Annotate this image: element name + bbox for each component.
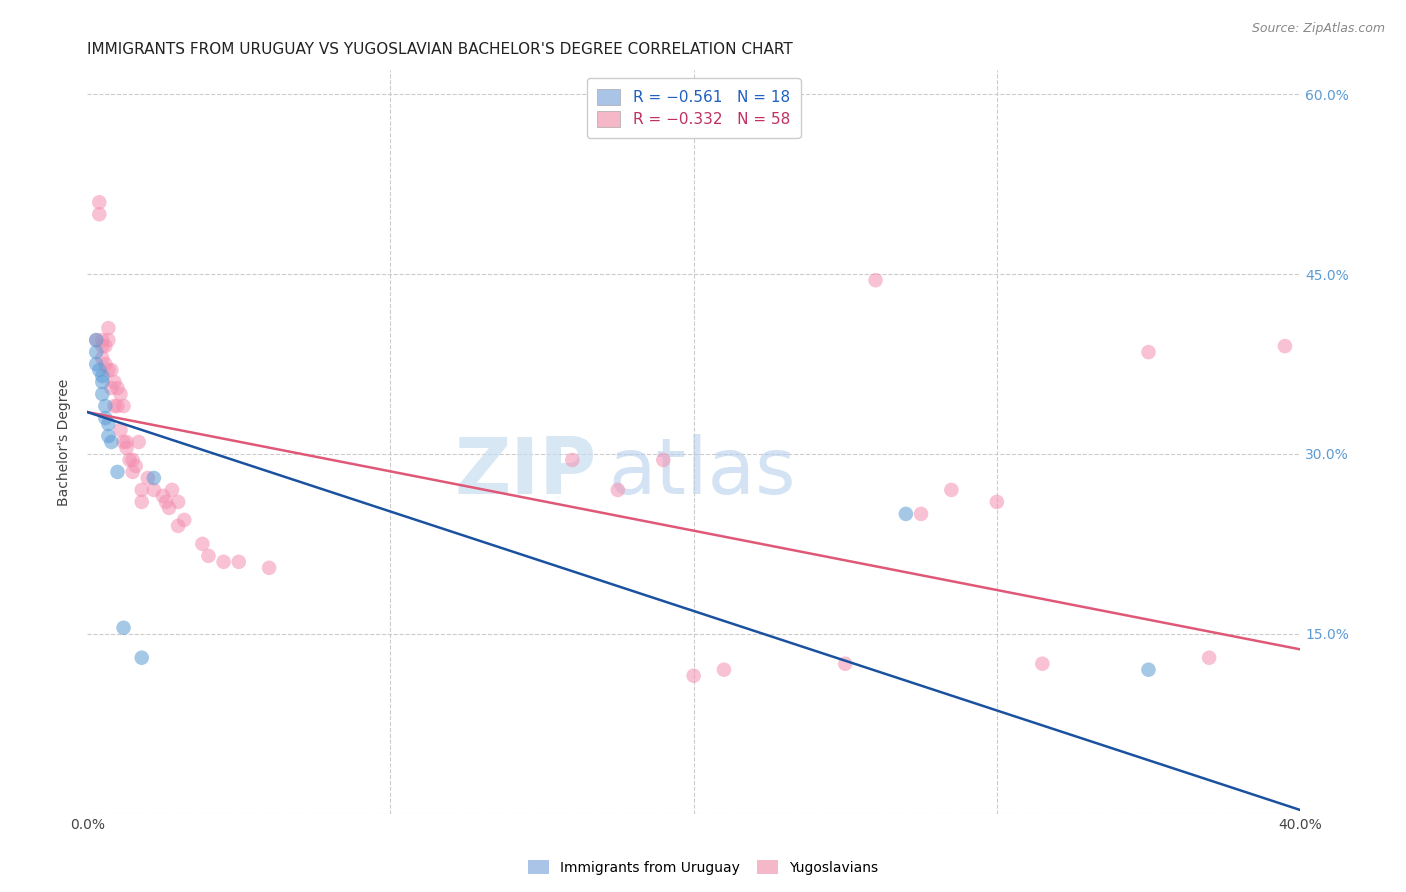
Text: atlas: atlas [609, 434, 796, 509]
Point [152, 489, 174, 503]
Point [986, 495, 1008, 509]
Point [100, 363, 122, 377]
Point [89, 195, 111, 210]
Point [97, 333, 120, 347]
Point [910, 507, 932, 521]
Point [97, 429, 120, 443]
Point [1137, 663, 1160, 677]
Point [191, 537, 214, 551]
Point [94, 339, 117, 353]
Point [91, 351, 114, 365]
Point [228, 555, 250, 569]
Point [107, 381, 129, 395]
Point [131, 495, 153, 509]
Point [112, 399, 135, 413]
Point [91, 369, 114, 384]
Point [606, 483, 628, 497]
Point [136, 471, 159, 485]
Text: IMMIGRANTS FROM URUGUAY VS YUGOSLAVIAN BACHELOR'S DEGREE CORRELATION CHART: IMMIGRANTS FROM URUGUAY VS YUGOSLAVIAN B… [87, 42, 793, 57]
Point [84, 333, 107, 347]
Point [84, 333, 107, 347]
Point [97, 321, 120, 335]
Point [112, 434, 135, 449]
Point [91, 339, 114, 353]
Point [894, 507, 917, 521]
Legend: Immigrants from Uruguay, Yugoslavians: Immigrants from Uruguay, Yugoslavians [523, 855, 883, 880]
Point [118, 453, 141, 467]
Point [110, 423, 132, 437]
Point [941, 483, 963, 497]
Point [561, 453, 583, 467]
Point [160, 483, 183, 497]
Point [131, 650, 153, 665]
Point [1274, 339, 1296, 353]
Point [167, 519, 190, 533]
Point [173, 513, 195, 527]
Legend: R = −0.561   N = 18, R = −0.332   N = 58: R = −0.561 N = 18, R = −0.332 N = 58 [586, 78, 800, 138]
Point [124, 458, 146, 473]
Point [100, 381, 122, 395]
Point [121, 453, 143, 467]
Point [157, 500, 180, 515]
Point [128, 434, 150, 449]
Point [115, 434, 138, 449]
Point [1137, 345, 1160, 359]
Point [121, 465, 143, 479]
Point [1198, 650, 1220, 665]
Point [103, 375, 125, 389]
Point [89, 207, 111, 221]
Point [94, 357, 117, 371]
Point [155, 495, 177, 509]
Point [112, 621, 135, 635]
Point [713, 663, 735, 677]
Text: ZIP: ZIP [454, 434, 596, 509]
Text: Source: ZipAtlas.com: Source: ZipAtlas.com [1251, 22, 1385, 36]
Point [142, 471, 165, 485]
Point [142, 483, 165, 497]
Point [91, 333, 114, 347]
Point [131, 483, 153, 497]
Point [91, 375, 114, 389]
Point [212, 555, 235, 569]
Point [94, 411, 117, 425]
Point [97, 417, 120, 431]
Point [103, 399, 125, 413]
Point [257, 561, 280, 575]
Point [100, 434, 122, 449]
Point [682, 669, 704, 683]
Point [652, 453, 675, 467]
Y-axis label: Bachelor's Degree: Bachelor's Degree [58, 378, 72, 506]
Point [197, 549, 219, 563]
Point [94, 399, 117, 413]
Point [97, 363, 120, 377]
Point [865, 273, 887, 287]
Point [1031, 657, 1053, 671]
Point [115, 441, 138, 455]
Point [84, 345, 107, 359]
Point [89, 363, 111, 377]
Point [107, 465, 129, 479]
Point [167, 495, 190, 509]
Point [834, 657, 856, 671]
Point [84, 357, 107, 371]
Point [107, 399, 129, 413]
Point [110, 387, 132, 401]
Point [91, 387, 114, 401]
